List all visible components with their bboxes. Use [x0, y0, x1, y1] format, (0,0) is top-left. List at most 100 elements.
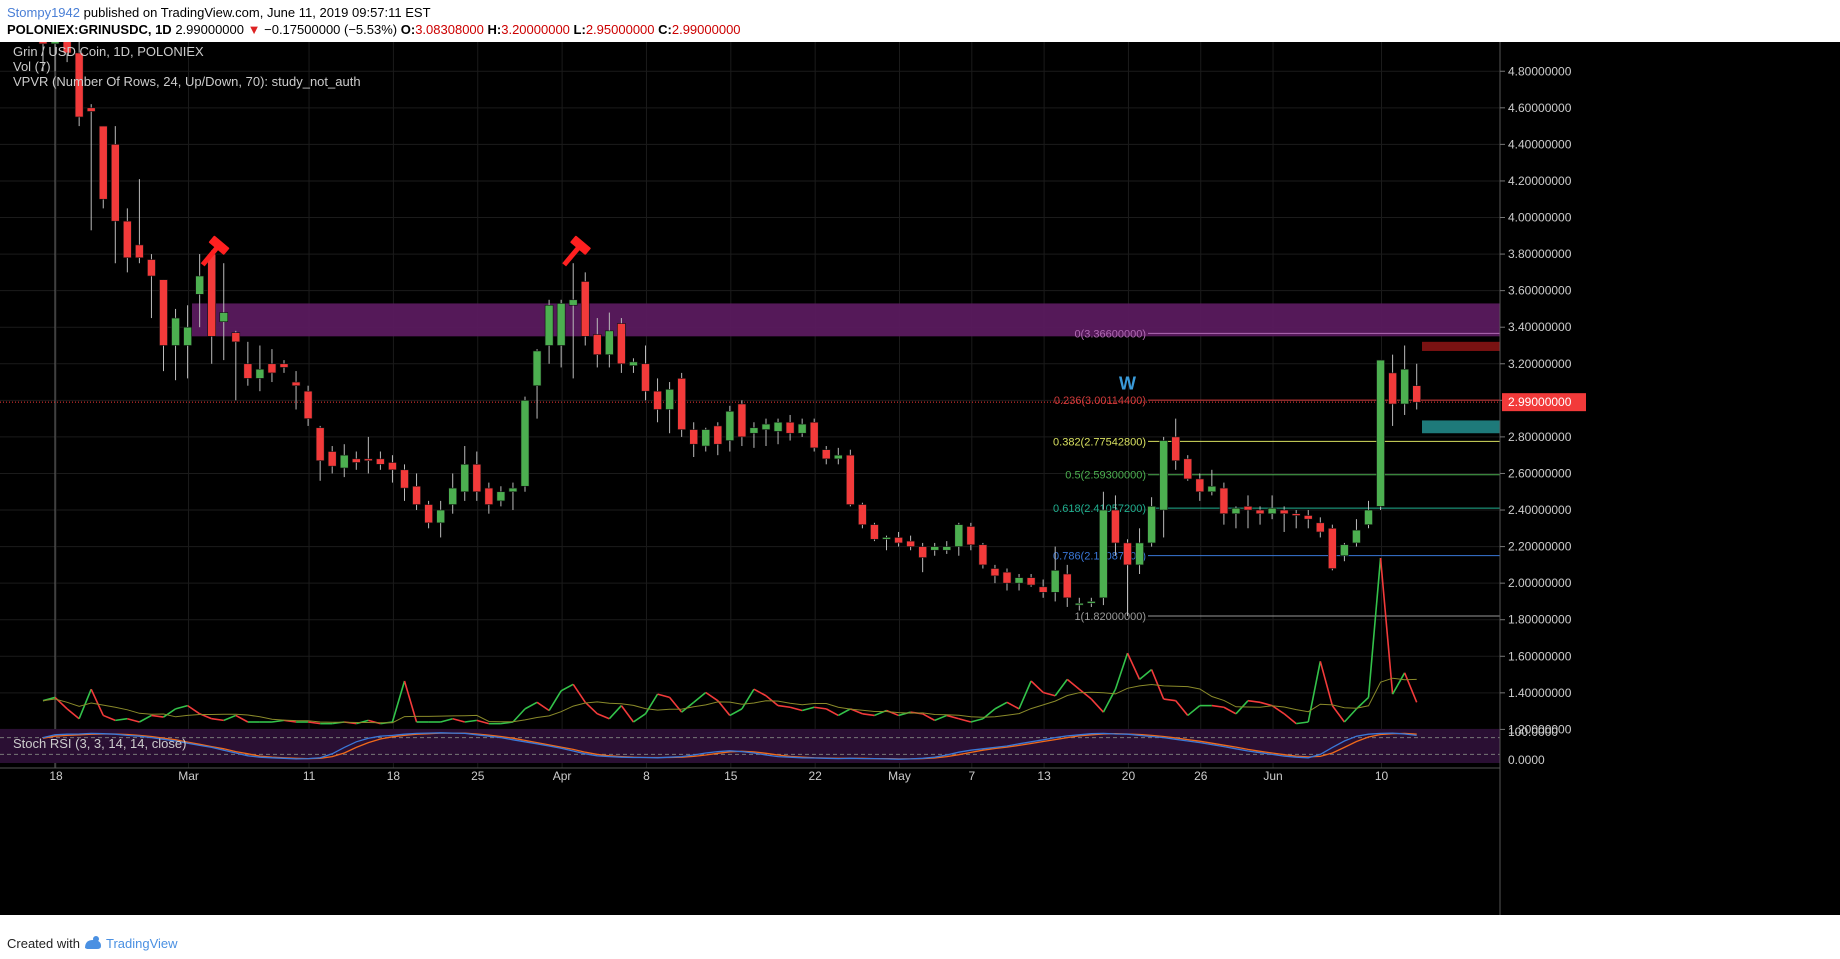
candle-body [98, 125, 108, 200]
tradingview-logo-icon[interactable] [83, 934, 103, 952]
candle-body [1340, 544, 1349, 557]
volume-segment-16 [223, 714, 237, 722]
candle-101 [1255, 506, 1265, 525]
volume-segment-37 [476, 719, 490, 725]
volume-segment-40 [512, 708, 526, 723]
candle-body [1400, 368, 1409, 405]
candle-114 [1412, 363, 1421, 410]
candle-body [123, 220, 132, 259]
candle-body [653, 390, 662, 410]
volume-segment-96 [1187, 704, 1201, 717]
price-tick-label: 4.40000000 [1508, 137, 1572, 151]
volume-segment-95 [1175, 700, 1189, 716]
change-value: −0.17500000 (−5.53%) [264, 22, 398, 37]
candle-17 [243, 341, 253, 386]
candle-44 [568, 263, 578, 379]
volume-segment-13 [187, 704, 201, 715]
candle-91 [1135, 528, 1144, 575]
candle-body [1195, 478, 1205, 493]
candle-6 [111, 126, 120, 264]
volume-segment-86 [1066, 678, 1080, 690]
candle-65 [821, 446, 831, 465]
candle-body [761, 423, 771, 430]
candle-58 [737, 400, 747, 447]
candle-112 [1388, 354, 1397, 426]
candle-body [50, 42, 60, 45]
candle-body [556, 303, 566, 346]
candle-body [1376, 359, 1385, 507]
volume-segment-103 [1271, 704, 1285, 715]
change-arrow-icon: ▼ [247, 22, 261, 37]
volume-average-line [42, 677, 1417, 724]
volume-segment-62 [777, 704, 791, 709]
candle-body [1075, 602, 1084, 606]
candle-1 [50, 42, 60, 72]
stoch-band [0, 729, 1500, 763]
candle-36 [472, 451, 482, 501]
candle-body [1412, 385, 1421, 403]
candle-body [448, 487, 458, 505]
price-tick-label: 3.60000000 [1508, 284, 1572, 298]
volume-segment-101 [1247, 699, 1261, 704]
candle-43 [556, 299, 566, 368]
high-value: 3.20000000 [501, 22, 570, 37]
candle-41 [532, 349, 542, 419]
date-tick-label: 7 [968, 769, 975, 783]
date-tick-label: 18 [387, 769, 401, 783]
candle-109 [1352, 519, 1361, 547]
chart-area[interactable]: 0(3.36600000) 0.236(3.00114400) 0.382(2.77… [0, 42, 1840, 915]
annotations-layer: W [200, 235, 1136, 393]
volume-oscillator-layer [42, 557, 1418, 725]
fib-label-1: 0.236(3.00114400) [1054, 395, 1146, 407]
volume-segment-4 [78, 688, 92, 720]
date-tick-label: 26 [1194, 769, 1208, 783]
volume-segment-8 [127, 717, 140, 723]
candle-102 [1267, 495, 1277, 520]
volume-segment-105 [1296, 721, 1309, 725]
candle-body [809, 421, 819, 449]
volume-segment-110 [1355, 696, 1370, 710]
candle-body [1171, 436, 1180, 461]
candle-body [1038, 586, 1048, 593]
candle-9 [147, 254, 156, 319]
candle-39 [508, 482, 518, 511]
volume-segment-60 [753, 688, 767, 697]
author-link[interactable]: Stompy1942 [7, 5, 80, 20]
tradingview-brand-link[interactable]: TradingView [106, 936, 178, 951]
last-price-badge-label: 2.99000000 [1508, 395, 1572, 409]
candle-35 [460, 446, 470, 501]
volume-segment-83 [1030, 680, 1044, 694]
published-info: published on TradingView.com, June 11, 2… [83, 5, 431, 20]
date-tick-label: Apr [553, 769, 572, 783]
candle-21 [291, 371, 301, 410]
candle-33 [436, 500, 445, 538]
volume-segment-11 [163, 708, 177, 718]
volume-segment-109 [1343, 708, 1358, 723]
candle-body [954, 524, 964, 547]
candle-22 [303, 385, 313, 426]
candle-82 [1026, 574, 1036, 587]
candle-body [412, 485, 421, 505]
candle-body [86, 107, 96, 112]
candle-61 [773, 418, 783, 445]
candle-4 [86, 104, 96, 231]
candle-body [339, 454, 349, 469]
chart-svg[interactable]: 0(3.36600000) 0.236(3.00114400) 0.382(2.77… [0, 42, 1840, 915]
volume-segment-91 [1126, 652, 1141, 680]
volume-segment-87 [1078, 688, 1092, 700]
candle-86 [1075, 597, 1084, 611]
open-value: 3.08308000 [415, 22, 484, 37]
candle-body [111, 144, 120, 222]
candle-body [520, 400, 530, 487]
created-with-label: Created with [7, 936, 80, 951]
candle-body [484, 487, 494, 505]
candle-105 [1303, 510, 1313, 529]
candle-body [906, 540, 915, 547]
candle-67 [846, 449, 855, 507]
candle-48 [617, 318, 626, 373]
volume-segment-69 [862, 713, 875, 717]
candle-body [38, 42, 48, 45]
target-box-teal [1422, 420, 1500, 434]
candle-body [351, 458, 361, 463]
candle-body [1123, 542, 1132, 566]
